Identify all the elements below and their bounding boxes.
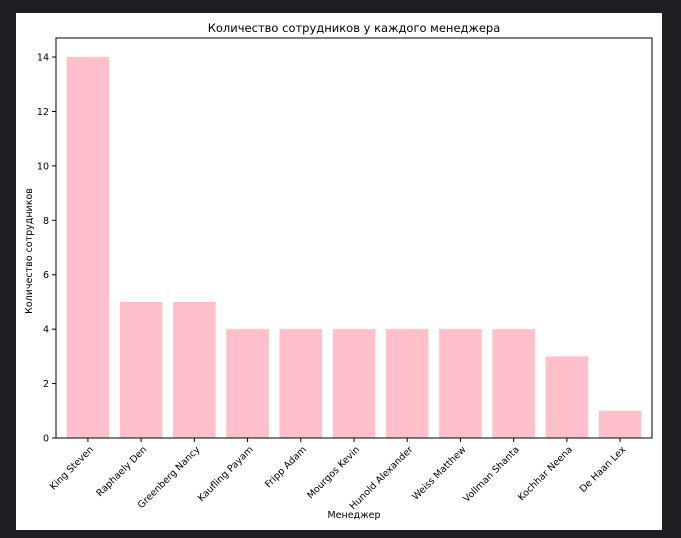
x-axis-label: Менеджер (327, 510, 380, 521)
x-tick-label: Vollman Shanta (461, 444, 521, 504)
x-tick-label: De Haan Lex (578, 444, 629, 495)
bar (385, 329, 429, 438)
x-tick-label: Fripp Adam (263, 444, 309, 490)
y-axis: 0 2 4 6 8 10 12 14 (37, 53, 56, 445)
y-tick-label: 6 (43, 270, 49, 281)
bar (173, 301, 216, 438)
bar (492, 329, 535, 438)
bar (598, 410, 642, 438)
bar (545, 356, 589, 438)
y-tick-label: 4 (43, 325, 49, 336)
bar (226, 329, 269, 438)
y-axis-label: Количество сотрудников (24, 188, 35, 314)
x-tick-label: Kaufling Payam (196, 444, 256, 504)
y-tick-label: 10 (37, 161, 49, 172)
chart-title: Количество сотрудников у каждого менедже… (208, 21, 501, 35)
y-tick-label: 8 (43, 216, 49, 227)
chart-figure: Количество сотрудников у каждого менедже… (16, 13, 662, 530)
y-tick-label: 12 (37, 107, 49, 118)
bar (66, 57, 110, 439)
y-tick-label: 14 (37, 53, 49, 64)
bars-group (66, 57, 642, 439)
bar (332, 329, 376, 438)
bar-chart: Количество сотрудников у каждого менедже… (24, 21, 653, 521)
plot-frame (55, 37, 653, 439)
x-tick-label: King Steven (48, 444, 96, 492)
x-tick-label: Raphaely Den (95, 444, 150, 499)
x-tick-label: Kochhar Neena (516, 444, 575, 503)
bar (439, 329, 482, 438)
bar (119, 301, 163, 438)
x-tick-label: Weiss Matthew (410, 444, 468, 502)
y-tick-label: 0 (43, 434, 49, 445)
y-tick-label: 2 (43, 379, 49, 390)
bar (279, 329, 323, 438)
x-tick-label: Mourgos Kevin (305, 444, 362, 501)
